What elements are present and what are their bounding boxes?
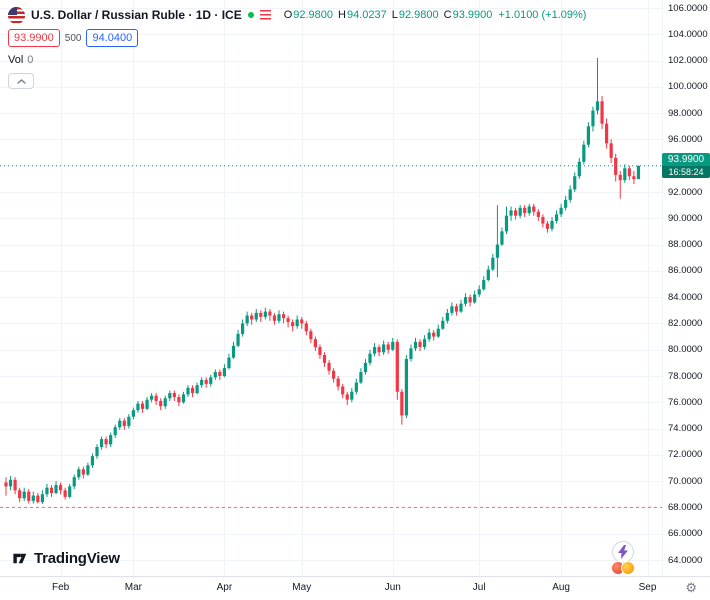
price-scale-label: 70.0000 xyxy=(668,475,703,487)
tradingview-logo-text: TradingView xyxy=(34,550,120,567)
volume-value: 0 xyxy=(27,54,34,66)
collapse-indicators-button[interactable] xyxy=(8,73,34,89)
market-status-dot-icon[interactable] xyxy=(247,12,254,18)
price-scale-label: 102.0000 xyxy=(668,55,708,67)
open-label: O xyxy=(283,9,293,21)
chevron-up-icon xyxy=(16,78,26,84)
price-scale-label: 84.0000 xyxy=(668,291,703,303)
gear-icon: ⚙ xyxy=(685,580,697,595)
ask-price-button[interactable]: 94.0400 xyxy=(86,29,139,47)
time-axis-label: Jul xyxy=(472,582,486,593)
low-label: L xyxy=(391,9,398,21)
price-scale-label: 66.0000 xyxy=(668,528,703,540)
change-value: +1.0100 (+1.09%) xyxy=(498,9,587,21)
symbol-title[interactable]: U.S. Dollar / Russian Ruble · 1D · ICE xyxy=(31,8,242,22)
price-scale-label: 86.0000 xyxy=(668,265,703,277)
price-scale-label: 64.0000 xyxy=(668,554,703,566)
time-axis-label: Sep xyxy=(638,582,657,593)
time-axis[interactable]: Feb Mar Apr May Jun Jul Aug Sep ⚙ xyxy=(0,576,710,600)
price-scale-label: 96.0000 xyxy=(668,133,703,145)
current-price-label: 93.9900 16:58:24 xyxy=(662,152,710,178)
price-scale-label: 82.0000 xyxy=(668,317,703,329)
close-label: C xyxy=(443,9,452,21)
price-scale-label: 90.0000 xyxy=(668,212,703,224)
boost-button[interactable] xyxy=(612,541,634,563)
legend-lines-icon[interactable] xyxy=(259,10,271,20)
candlestick-chart[interactable] xyxy=(0,0,662,576)
price-scale-label: 68.0000 xyxy=(668,501,703,513)
symbol-flag-icon xyxy=(8,6,25,24)
price-scale[interactable]: 106.0000 104.0000 102.0000 100.0000 98.0000 9… xyxy=(662,0,710,576)
price-scale-label: 80.0000 xyxy=(668,344,703,356)
price-scale-label: 92.0000 xyxy=(668,186,703,198)
emoji-face-icon xyxy=(621,561,635,575)
candle-countdown: 16:58:24 xyxy=(662,165,710,178)
price-scale-label: 106.0000 xyxy=(668,2,708,14)
bid-ask-row: 93.9900 500 94.0400 xyxy=(8,29,586,47)
chart-legend: U.S. Dollar / Russian Ruble · 1D · ICE O… xyxy=(8,6,586,89)
tradingview-logo[interactable]: TradingView xyxy=(10,549,120,568)
time-axis-label: Apr xyxy=(216,582,233,593)
tradingview-logo-icon xyxy=(13,553,27,564)
bid-price-button[interactable]: 93.9900 xyxy=(8,29,60,47)
high-value: 94.0237 xyxy=(346,9,387,21)
time-axis-label: Mar xyxy=(124,582,142,593)
price-scale-label: 100.0000 xyxy=(668,81,708,93)
price-scale-label: 104.0000 xyxy=(668,28,708,40)
price-scale-label: 72.0000 xyxy=(668,449,703,461)
current-price-value: 93.9900 xyxy=(662,152,710,166)
volume-row: Vol 0 xyxy=(8,54,586,66)
reactions-button[interactable] xyxy=(611,561,635,575)
time-axis-label: Feb xyxy=(51,582,70,593)
low-value: 92.9800 xyxy=(398,9,439,21)
price-scale-label: 98.0000 xyxy=(668,107,703,119)
volume-label: Vol xyxy=(8,54,24,66)
time-axis-label: Jun xyxy=(384,582,401,593)
time-axis-label: Aug xyxy=(552,582,570,593)
axis-settings-button[interactable]: ⚙ xyxy=(685,580,697,596)
ohlc-readout: O92.9800 H94.0237 L92.9800 C93.9900 +1.0100 … xyxy=(279,9,587,21)
close-value: 93.9900 xyxy=(452,9,493,21)
price-scale-label: 88.0000 xyxy=(668,239,703,251)
legend-main-row: U.S. Dollar / Russian Ruble · 1D · ICE O… xyxy=(8,6,586,24)
price-scale-label: 76.0000 xyxy=(668,396,703,408)
open-value: 92.9800 xyxy=(293,9,334,21)
high-label: H xyxy=(338,9,346,21)
time-axis-label: May xyxy=(292,582,312,593)
lightning-icon xyxy=(618,545,628,559)
price-scale-label: 74.0000 xyxy=(668,423,703,435)
spread-value: 500 xyxy=(64,32,82,44)
price-scale-label: 78.0000 xyxy=(668,370,703,382)
